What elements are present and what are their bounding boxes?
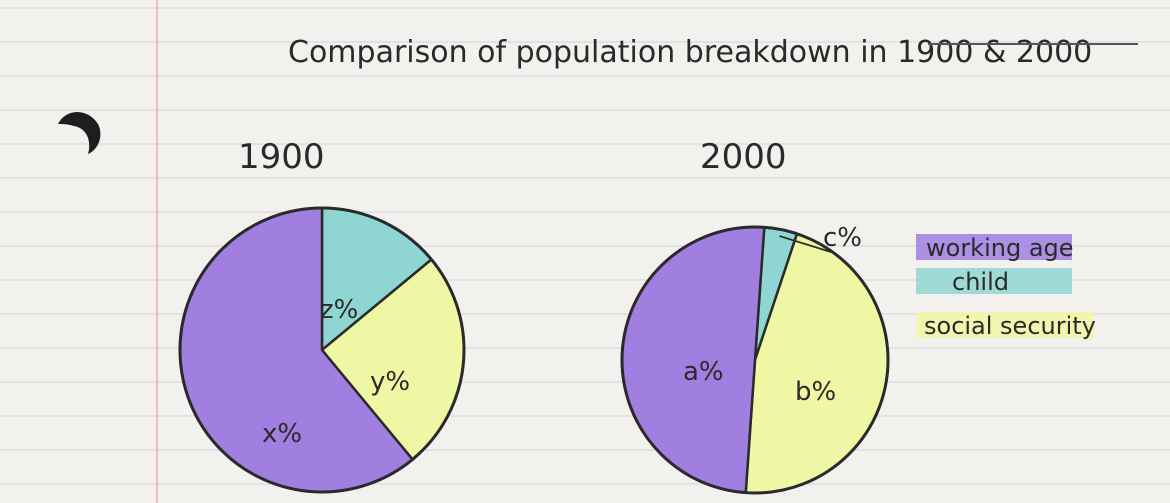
slice-label-child: c% <box>823 223 862 253</box>
slice-label-social-security: y% <box>370 367 410 397</box>
pie-1900: 1900 z% y% x% <box>178 137 466 494</box>
slice-label-child: z% <box>320 295 358 325</box>
slice-label-social-security: b% <box>795 377 836 407</box>
slice-label-working-age: x% <box>262 419 302 449</box>
pie-outline <box>178 206 466 494</box>
pie-title-2000: 2000 <box>700 137 787 177</box>
legend-swatch-social-security <box>916 312 1094 338</box>
pie-outline <box>620 225 890 495</box>
pie-title-1900: 1900 <box>238 137 325 177</box>
legend-swatch-working-age <box>916 234 1072 260</box>
pie-2000: 2000 c% b% a% <box>620 137 890 495</box>
legend-swatch-child <box>916 268 1072 294</box>
chart-title: Comparison of population breakdown in 19… <box>288 35 1092 70</box>
legend-label-working-age: working age <box>926 234 1074 262</box>
slice-leader-line <box>779 235 832 253</box>
legend: working age child social security <box>916 234 1096 340</box>
slice-label-working-age: a% <box>683 357 724 387</box>
hole-punch-mark-icon <box>58 112 101 154</box>
legend-label-social-security: social security <box>924 312 1096 340</box>
legend-label-child: child <box>952 268 1009 296</box>
